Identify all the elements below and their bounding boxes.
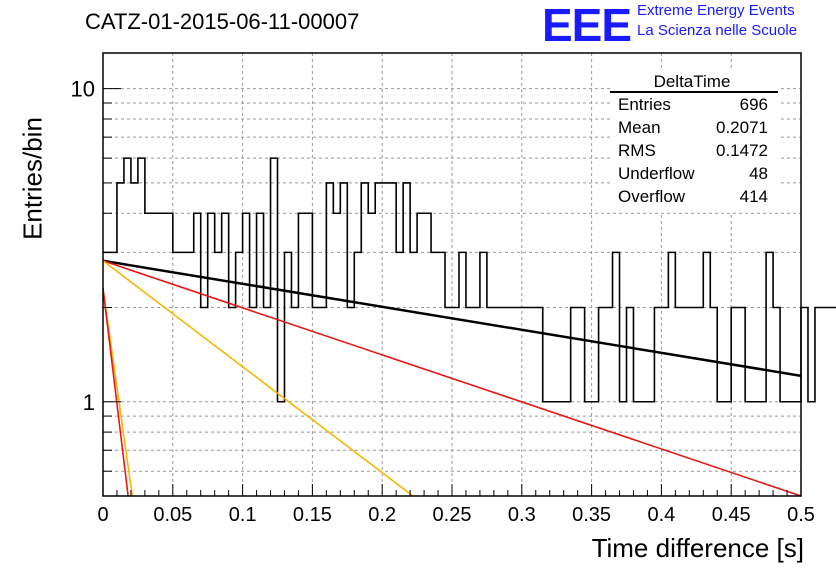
fit-line-2 — [102, 260, 802, 497]
fit-line-3 — [102, 260, 414, 497]
x-tick-label: 0.4 — [647, 504, 675, 526]
x-tick-label: 0.2 — [368, 504, 396, 526]
histogram-bin — [613, 252, 620, 496]
x-tick-label: 0.3 — [508, 504, 536, 526]
logo-line-2: La Scienza nelle Scuole — [637, 22, 798, 39]
histogram-bin — [396, 252, 403, 496]
stats-label: RMS — [618, 141, 656, 160]
histogram-bin — [159, 213, 166, 496]
histogram-bin — [145, 213, 152, 496]
histogram-bin — [431, 252, 438, 496]
histogram-bin — [305, 213, 312, 496]
histogram-bin — [829, 308, 836, 496]
histogram-bin — [166, 213, 173, 496]
stats-label: Mean — [618, 118, 661, 137]
stats-label: Entries — [618, 95, 671, 114]
histogram-bin — [243, 213, 250, 496]
eee-logo: EEE — [542, 0, 632, 51]
y-tick-label: 1 — [83, 390, 95, 415]
histogram-bin — [173, 252, 180, 496]
y-tick-label: 10 — [71, 77, 95, 102]
histogram-bin — [389, 183, 396, 496]
run-title: CATZ-01-2015-06-11-00007 — [85, 9, 360, 34]
x-tick-label: 0 — [97, 504, 108, 526]
stats-box: DeltaTime Entries 696 Mean 0.2071 RMS 0.1472 Un… — [610, 70, 778, 212]
fit-line-1 — [102, 259, 802, 378]
stats-value: 414 — [740, 187, 768, 206]
histogram-bin — [368, 213, 375, 496]
histogram-bin — [459, 252, 466, 496]
histogram-bin — [257, 213, 264, 496]
histogram-bin — [480, 252, 487, 496]
histogram-bin — [354, 252, 361, 496]
histogram-bin — [152, 213, 159, 496]
histogram-bars — [103, 157, 836, 496]
histogram-bin — [131, 183, 138, 496]
x-tick-label: 0.5 — [787, 504, 815, 526]
histogram-bin — [703, 252, 710, 496]
histogram-bin — [326, 183, 333, 496]
y-axis-label-wrap: Entries/bin — [8, 117, 48, 240]
grid-lines — [103, 53, 801, 496]
histogram-bin — [103, 252, 110, 496]
histogram-bin — [284, 252, 291, 496]
histogram-bin — [403, 183, 410, 496]
histogram-bin — [208, 213, 215, 496]
histogram-bin — [194, 213, 201, 496]
stats-value: 0.2071 — [716, 118, 768, 137]
x-tick-label: 0.05 — [153, 504, 192, 526]
x-tick-label: 0.15 — [293, 504, 332, 526]
stats-value: 696 — [740, 95, 768, 114]
histogram-bin — [766, 252, 773, 496]
histogram-bin — [375, 183, 382, 496]
x-tick-label: 0.45 — [712, 504, 751, 526]
y-axis-label: Entries/bin — [17, 117, 48, 240]
stats-title: DeltaTime — [654, 72, 731, 91]
fit-curves — [102, 259, 802, 497]
histogram-bin — [333, 213, 340, 496]
histogram-bin — [215, 252, 222, 496]
x-axis-label: Time difference [s] — [591, 533, 804, 563]
histogram-bin — [138, 158, 145, 496]
stats-label: Overflow — [618, 187, 686, 206]
histogram-bin — [236, 252, 243, 496]
histogram-bin — [668, 252, 675, 496]
x-tick-label: 0.1 — [229, 504, 257, 526]
histogram-bin — [417, 213, 424, 496]
histogram-bin — [808, 402, 815, 496]
histogram-bin — [361, 183, 368, 496]
stats-box-bg — [610, 70, 778, 212]
x-tick-label: 0.25 — [433, 504, 472, 526]
histogram-outline — [103, 157, 836, 403]
fit-line-5 — [102, 288, 129, 497]
histogram-bin — [298, 213, 305, 496]
axis-ticks: 0 0.05 0.1 0.15 0.2 0.25 0.3 0.35 0.4 0.45 0.5 1 10 — [71, 77, 815, 526]
histogram-bin — [815, 308, 822, 496]
histogram-bin — [271, 158, 278, 496]
histogram-bin — [382, 183, 389, 496]
x-tick-label: 0.35 — [572, 504, 611, 526]
stats-label: Underflow — [618, 164, 695, 183]
stats-value: 48 — [749, 164, 768, 183]
histogram-bin — [424, 213, 431, 496]
histogram-bin — [801, 308, 808, 496]
logo-line-1: Extreme Energy Events — [637, 2, 795, 19]
histogram-bin — [410, 252, 417, 496]
histogram-bin — [822, 308, 829, 496]
histogram-bin — [340, 183, 347, 496]
stats-value: 0.1472 — [716, 141, 768, 160]
